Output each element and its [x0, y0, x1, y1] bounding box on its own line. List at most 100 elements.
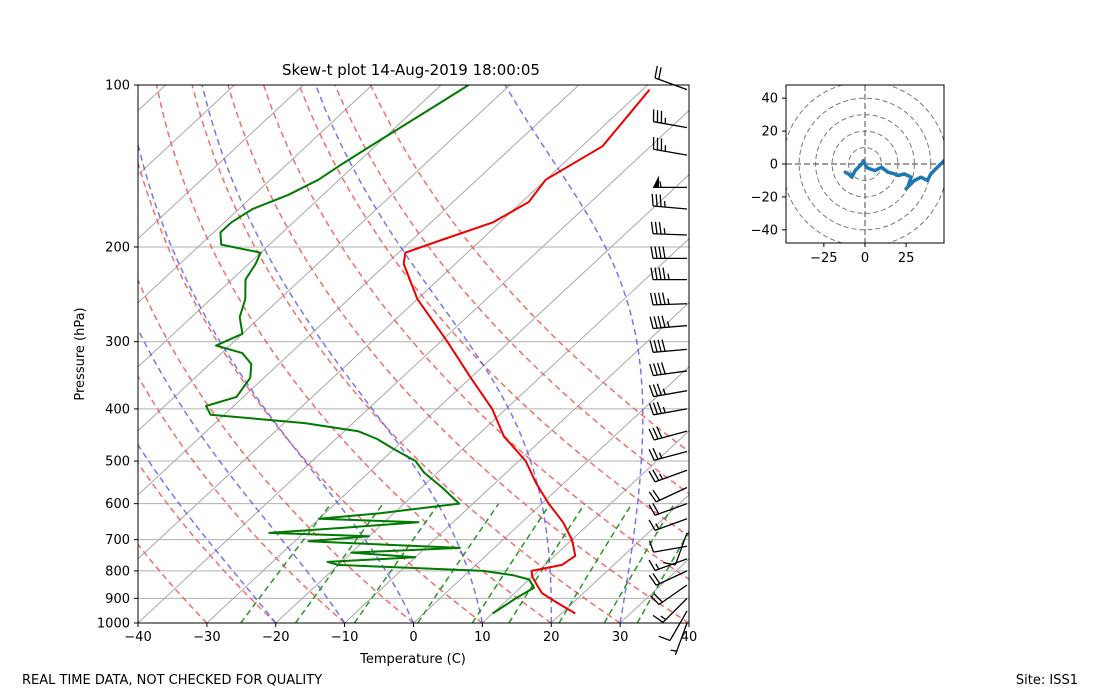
wind-barb-shaft: [655, 570, 688, 586]
dry-adiabat: [138, 159, 483, 623]
hodo-x-tick-label: −25: [810, 251, 837, 266]
wind-barb-flag: [658, 635, 671, 642]
mixing-ratio-line: [558, 503, 633, 623]
mixing-ratio-lines: [240, 503, 689, 623]
wind-barb-shaft: [652, 233, 688, 236]
dry-adiabat: [155, 85, 552, 623]
x-axis-ticks: −40 −30 −20 −10 0 10 20 30 40: [124, 623, 697, 645]
mixing-ratio-line: [603, 503, 676, 623]
wind-barb-flag: [649, 340, 654, 353]
wind-barb: [658, 610, 688, 642]
hodograph-trace: [843, 158, 944, 191]
wind-barb: [653, 175, 687, 189]
wind-barb-flag: [662, 246, 666, 259]
wind-barb-shaft: [653, 324, 688, 330]
wind-barb-flag: [653, 593, 663, 603]
wind-barb-flag: [648, 470, 656, 483]
wind-barb-flag: [656, 383, 663, 396]
y-tick-label: 600: [105, 497, 130, 512]
y-tick-label: 800: [105, 564, 130, 579]
wind-barb-flag: [648, 491, 657, 503]
wind-barb: [649, 292, 688, 306]
wind-barb-flag: [659, 194, 662, 207]
wind-barb: [648, 518, 688, 531]
x-tick-label: 20: [543, 630, 560, 645]
y-tick-label: 400: [105, 402, 130, 417]
wind-barb-flag: [653, 316, 658, 329]
wind-barb-flag: [657, 339, 662, 352]
wind-barb-shaft: [653, 348, 688, 353]
wind-barb-half-flag: [666, 321, 670, 328]
wind-barb-flag: [656, 426, 663, 439]
wind-barb-shaft: [669, 610, 688, 641]
wind-barb-shaft: [653, 370, 688, 377]
wind-barb-flag: [652, 614, 664, 623]
wind-barb: [648, 401, 688, 416]
isotherm-line: [482, 430, 689, 623]
wind-barb-flag: [648, 540, 655, 553]
x-tick-label: 0: [409, 630, 417, 645]
wind-barb-flag: [648, 384, 655, 397]
wind-barb: [654, 65, 688, 91]
hodo-y-tick-label: 0: [770, 158, 778, 173]
wind-barb-flag: [654, 221, 658, 235]
wind-barb-shaft: [654, 518, 688, 531]
wind-barb-half-flag: [660, 615, 667, 621]
isotherm-line: [275, 238, 689, 623]
dry-adiabat: [138, 461, 277, 623]
isotherm-line: [138, 85, 373, 304]
wind-barb-flag: [653, 292, 658, 305]
wind-barb-flag: [650, 267, 654, 280]
x-tick-label: −30: [193, 630, 220, 645]
wind-barb-flag: [648, 559, 656, 571]
wind-barb-flag: [649, 316, 654, 329]
wind-barb-half-flag: [658, 452, 663, 459]
isotherm-line: [138, 85, 511, 432]
wind-barb-half-flag: [662, 388, 666, 395]
wind-barb: [649, 362, 688, 377]
dry-adiabat: [191, 85, 621, 623]
isotherm-line: [138, 85, 580, 496]
wind-barb: [649, 315, 688, 330]
mixing-ratio-line: [471, 503, 551, 623]
wind-barb-shaft: [653, 205, 688, 210]
wind-barb-shaft: [653, 121, 688, 129]
wind-barb-shaft: [652, 303, 688, 306]
wind-barb-flag: [658, 67, 662, 80]
dry-adiabat: [138, 278, 414, 623]
wind-barb: [652, 597, 688, 623]
wind-barb-half-flag: [659, 473, 664, 480]
wind-barb-flag: [648, 448, 655, 461]
moist-adiabat: [688, 620, 689, 623]
hodograph-ticks: −25 0 25 40 20 0 −20 −40: [751, 92, 915, 266]
wind-barb-flag: [652, 402, 659, 415]
y-axis-label: Pressure (hPa): [73, 307, 88, 400]
x-tick-label: 30: [612, 630, 629, 645]
dry-adiabat: [138, 374, 346, 623]
wind-barb-flag: [650, 246, 654, 259]
isotherm-line: [138, 109, 689, 623]
y-tick-label: 100: [105, 79, 130, 94]
wind-barb-half-flag: [655, 563, 660, 570]
wind-barb-flag: [652, 489, 661, 501]
y-axis-ticks: 1000 900 800 700 600 500 400 300 200 100: [97, 79, 138, 632]
wind-barb-shaft: [653, 450, 688, 461]
wind-barb-half-flag: [662, 406, 666, 413]
wind-barb: [650, 221, 688, 236]
wind-barb-flag: [661, 315, 666, 328]
wind-barb-flag: [650, 221, 654, 234]
hodo-y-tick-label: −20: [751, 190, 778, 205]
wind-barb-flag: [652, 502, 660, 515]
y-tick-label: 200: [105, 240, 130, 255]
mixing-ratio-line: [417, 503, 500, 623]
wind-barb-shaft: [674, 532, 688, 566]
wind-barb-flag: [652, 384, 659, 397]
wind-barb-pennant: [653, 175, 659, 188]
wind-barb-flag: [660, 362, 666, 375]
dry-adiabat: [262, 85, 689, 581]
hodo-x-tick-label: 25: [898, 251, 915, 266]
wind-barb-flag: [656, 362, 662, 375]
wind-barb: [650, 267, 687, 281]
hodo-x-tick-label: 0: [861, 251, 869, 266]
